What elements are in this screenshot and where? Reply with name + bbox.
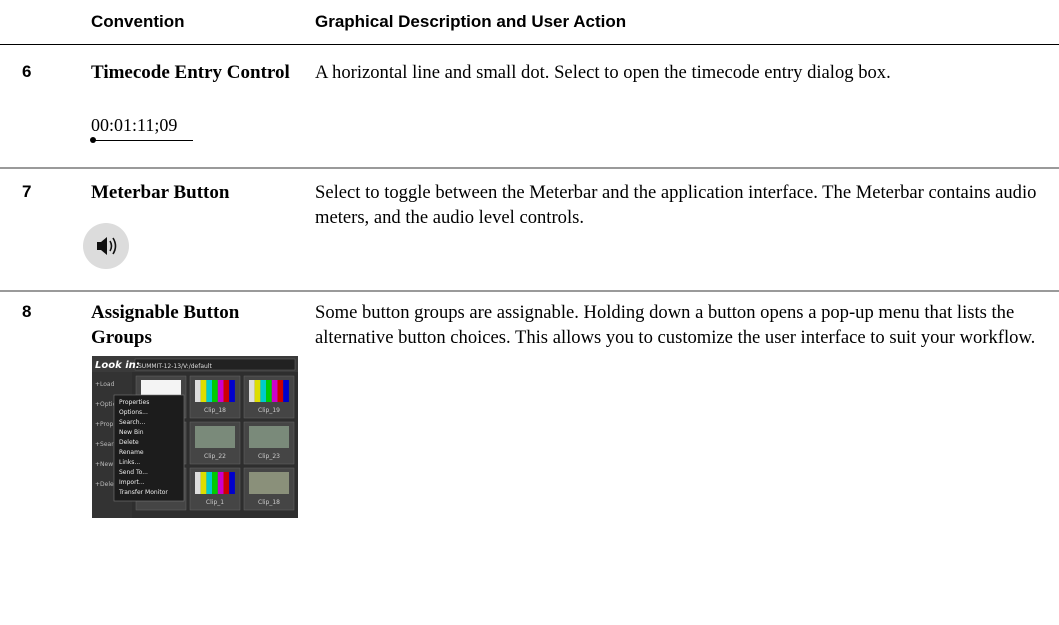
menu-item: Import... xyxy=(119,479,145,486)
color-bar xyxy=(223,380,230,402)
color-bar xyxy=(223,472,230,494)
color-bar xyxy=(217,472,224,494)
menu-item: Links... xyxy=(119,459,140,466)
menu-item: Search... xyxy=(119,419,145,426)
clip-label: Clip_19 xyxy=(258,407,280,414)
side-button: +Sear xyxy=(95,441,114,448)
color-bar xyxy=(217,380,224,402)
color-bar xyxy=(212,472,218,494)
screenshot: Look in:SUMMIT-12-13/V:/default +Load +Opt… xyxy=(92,356,298,518)
menu-item: Send To... xyxy=(119,469,148,476)
clip-label: Clip_22 xyxy=(204,453,226,460)
side-button: +Load xyxy=(95,381,115,388)
look-in-label: Look in: xyxy=(95,360,140,371)
color-bar xyxy=(206,472,213,494)
convention: Assignable Button Groups xyxy=(91,302,240,348)
description: Some button groups are assignable. Holdi… xyxy=(315,302,1036,348)
side-button: +Dele xyxy=(95,481,114,488)
color-bar xyxy=(200,380,207,402)
row-number: 6 xyxy=(22,62,32,81)
clip-label: Clip_1 xyxy=(206,499,224,506)
row-number: 8 xyxy=(22,302,32,321)
row-rule xyxy=(0,167,1059,169)
row-number: 7 xyxy=(22,182,32,201)
clip-label: Clip_23 xyxy=(258,453,280,460)
meterbar-icon xyxy=(83,223,129,269)
header-rule xyxy=(0,44,1059,45)
timecode-dot xyxy=(90,137,96,143)
row-rule xyxy=(0,290,1059,292)
color-bar xyxy=(195,380,201,402)
menu-item: New Bin xyxy=(119,429,144,436)
menu-item: Delete xyxy=(119,439,139,446)
convention: Meterbar Button xyxy=(91,182,230,203)
menu-item: Rename xyxy=(119,449,144,456)
thumb-image xyxy=(195,426,235,448)
side-button: +Prop xyxy=(95,421,114,428)
color-bar xyxy=(229,472,235,494)
header-cell: Graphical Description and User Action xyxy=(315,12,627,31)
timecode: 00:01:11;09 xyxy=(91,115,178,135)
menu-item: Properties xyxy=(119,399,149,406)
color-bar xyxy=(200,472,207,494)
thumb-image xyxy=(249,426,289,448)
timecode-line xyxy=(92,140,193,141)
clip-label: Clip_18 xyxy=(258,499,280,506)
header-cell: Convention xyxy=(91,12,185,31)
description: Select to toggle between the Meterbar an… xyxy=(315,182,1037,228)
clip-label: Clip_18 xyxy=(204,407,226,414)
color-bar xyxy=(260,380,267,402)
convention: Timecode Entry Control xyxy=(91,62,290,83)
color-bar xyxy=(229,380,235,402)
color-bar xyxy=(195,472,201,494)
path-field: SUMMIT-12-13/V:/default xyxy=(138,363,212,370)
thumb-image xyxy=(249,472,289,494)
color-bar xyxy=(212,380,218,402)
color-bar xyxy=(266,380,272,402)
side-button: +New xyxy=(95,461,113,468)
color-bar xyxy=(271,380,278,402)
description: A horizontal line and small dot. Select … xyxy=(315,62,891,83)
menu-item: Transfer Monitor xyxy=(118,489,168,496)
color-bar xyxy=(283,380,289,402)
context-menu xyxy=(113,394,185,502)
color-bar xyxy=(277,380,284,402)
menu-item: Options... xyxy=(119,409,148,416)
color-bar xyxy=(206,380,213,402)
side-button: +Optio xyxy=(95,401,117,408)
color-bar xyxy=(249,380,255,402)
color-bar xyxy=(254,380,261,402)
